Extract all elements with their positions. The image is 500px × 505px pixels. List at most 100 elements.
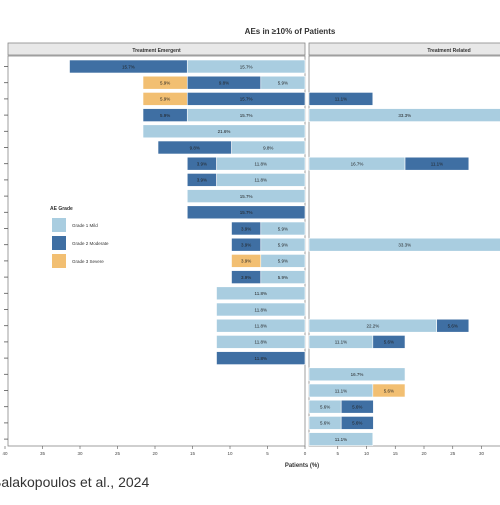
bar-segment-left [142, 75, 188, 90]
bar-label-left: 5.9% [278, 275, 288, 280]
bar-segment-left [186, 156, 217, 171]
legend-label: Grade 2 Moderate [72, 241, 109, 246]
bar-segment-left [186, 189, 306, 203]
bar-segment-left [231, 254, 262, 268]
bar-label-right: 5.6% [320, 421, 330, 426]
bar-label-right: 5.6% [320, 405, 330, 410]
bar-label-right: 5.6% [352, 405, 362, 410]
x-tick-label-left: 15 [190, 451, 196, 456]
bar-label-left: 5.9% [160, 81, 170, 86]
x-tick-label-left: 0 [304, 451, 307, 456]
x-tick-label-left: 20 [152, 451, 158, 456]
bar-label-left: 15.7% [240, 113, 253, 118]
bar-label-left: 11.8% [255, 356, 267, 361]
bar-label-left: 11.8% [255, 291, 267, 296]
x-tick-label-right: 15 [393, 451, 399, 456]
bar-segment-right [308, 432, 374, 446]
legend-swatch [52, 218, 66, 232]
bar-label-right: 33.3% [398, 243, 411, 248]
bar-label-left: 11.8% [255, 307, 267, 312]
legend-label: Grade 3 Severe [72, 259, 104, 264]
chart-title: AEs in ≥10% of Patients [245, 27, 336, 36]
bar-label-right: 11.1% [431, 162, 443, 167]
bar-label-right: 5.6% [384, 388, 394, 393]
x-tick-label-right: 10 [364, 451, 370, 456]
x-tick-label-right: 25 [450, 451, 456, 456]
x-tick-label-right: 20 [421, 451, 427, 456]
legend-label: Grade 1 Mild [72, 223, 98, 228]
bar-label-left: 15.7% [240, 64, 253, 69]
bar-label-right: 16.7% [351, 372, 364, 377]
bar-segment-left [231, 270, 262, 284]
bar-label-left: 15.7% [240, 97, 253, 102]
panel-right-title: Treatment Related [427, 48, 470, 54]
bar-segment-right [308, 108, 500, 122]
legend-swatch [52, 236, 66, 250]
bar-segment-right [340, 399, 374, 414]
x-axis-label: Patients (%) [285, 463, 319, 469]
bar-segment-left [69, 59, 188, 74]
bar-label-left: 3.9% [241, 243, 251, 248]
x-tick-label-left: 30 [77, 451, 83, 456]
bar-label-left: 5.9% [278, 259, 288, 264]
bar-label-right: 11.1% [335, 388, 347, 393]
bar-label-left: 11.8% [255, 340, 267, 345]
bar-segment-right [404, 156, 470, 171]
panel-left-title: Treatment Emergent [132, 48, 181, 54]
bar-segment-left [216, 335, 306, 349]
bar-label-left: 5.9% [160, 97, 170, 102]
x-tick-label-left: 40 [2, 451, 8, 456]
bar-segment-left [231, 237, 262, 252]
bar-label-left: 3.9% [241, 259, 251, 264]
bar-label-left: 3.9% [197, 162, 207, 167]
bar-label-left: 9.8% [190, 145, 200, 150]
bar-label-right: 11.1% [335, 437, 347, 442]
bar-label-left: 9.8% [263, 145, 273, 150]
bar-segment-left [216, 302, 306, 317]
bar-segment-left [231, 221, 262, 236]
bar-segment-left [142, 108, 188, 122]
x-tick-label-right: 30 [479, 451, 485, 456]
bar-label-left: 5.9% [278, 243, 288, 248]
bar-label-left: 11.8% [255, 324, 267, 329]
panel-left-strip [7, 42, 306, 56]
bar-segment-right [340, 416, 374, 430]
bar-segment-left [157, 140, 232, 155]
x-tick-label-left: 25 [115, 451, 121, 456]
bar-label-left: 3.9% [241, 275, 251, 280]
bar-segment-right [308, 237, 500, 252]
bar-segment-left [142, 92, 188, 106]
bar-label-left: 9.8% [219, 81, 229, 86]
bar-segment-left [186, 173, 217, 187]
x-tick-label-left: 5 [266, 451, 269, 456]
bar-segment-right [436, 318, 470, 333]
bar-segment-right [308, 367, 406, 382]
bar-label-left: 5.9% [160, 113, 170, 118]
bar-segment-left [216, 318, 306, 333]
bar-label-right: 5.6% [384, 340, 394, 345]
bar-label-left: 3.9% [197, 178, 207, 183]
bar-label-left: 21.6% [218, 129, 231, 134]
bar-label-left: 5.9% [278, 226, 288, 231]
panel-right-strip [308, 42, 500, 56]
bar-label-right: 11.1% [335, 340, 347, 345]
bar-label-right: 11.1% [335, 97, 347, 102]
bar-segment-right [308, 92, 374, 106]
bar-label-left: 11.8% [255, 162, 267, 167]
x-tick-label-right: 5 [336, 451, 339, 456]
legend-title: AE Grade [50, 206, 73, 212]
bar-segment-left [216, 286, 306, 301]
bar-segment-left [186, 205, 306, 220]
bar-label-left: 15.7% [122, 64, 135, 69]
bar-label-right: 5.6% [352, 421, 362, 426]
bar-segment-left [142, 124, 306, 139]
bar-label-left: 15.7% [240, 194, 253, 199]
x-tick-label-left: 10 [227, 451, 233, 456]
bar-label-left: 3.9% [241, 226, 251, 231]
bar-label-right: 16.7% [351, 162, 364, 167]
bar-segment-right [372, 335, 406, 349]
bar-label-right: 33.3% [398, 113, 411, 118]
bar-segment-left [216, 351, 306, 365]
bar-segment-right [372, 383, 406, 398]
